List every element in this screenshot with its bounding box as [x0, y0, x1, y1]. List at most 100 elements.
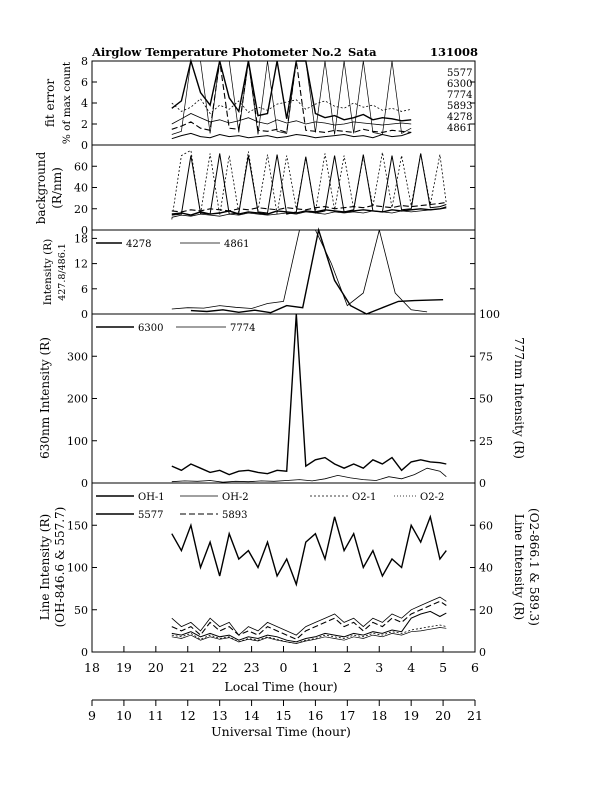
- y-label-intensity-427-sub: 427.8/486.1: [57, 243, 68, 301]
- y-tick-label: 50: [74, 604, 88, 617]
- x-tick-label-universal: 9: [88, 708, 96, 723]
- y-tick-label: 8: [81, 55, 88, 68]
- y-tick-label: 0: [81, 646, 88, 659]
- y-label-line-intensity: Line Intensity (R): [38, 514, 52, 620]
- x-tick-label-local: 21: [180, 660, 196, 675]
- y-right-tick-label: 100: [479, 308, 500, 321]
- series-line-5893: [171, 98, 412, 115]
- x-tick-label-universal: 11: [148, 708, 164, 723]
- date-label: 131008: [430, 45, 478, 59]
- legend-label-O2-2: O2-2: [420, 492, 444, 503]
- panel-630-777: [91, 313, 476, 484]
- y-tick-label: 0: [81, 224, 88, 237]
- x-tick-label-local: 6: [471, 660, 479, 675]
- legend-label-6300: 6300: [447, 79, 472, 90]
- y-right-tick-label: 50: [479, 393, 493, 406]
- y-right-tick-label: 0: [479, 477, 486, 490]
- y-tick-label: 300: [67, 350, 88, 363]
- series-line-4861: [171, 60, 412, 135]
- x-label-local-time: Local Time (hour): [224, 679, 337, 694]
- y-tick-label: 2: [81, 118, 88, 131]
- series-line-p1-4: [171, 153, 447, 216]
- y-tick-label: 0: [81, 308, 88, 321]
- y-label-line-intensity-sub: (OH-846.6 & 557.7): [53, 507, 67, 628]
- y-right-tick-label: 40: [479, 562, 493, 575]
- series-line-4278: [190, 227, 444, 315]
- y-right-tick-label: 75: [479, 350, 493, 363]
- y-label-right-line-intensity-sub: (O2-866.1 & 589.3): [527, 508, 541, 626]
- legend-label-OH-1: OH-1: [138, 492, 165, 503]
- legend-label-6300: 6300: [138, 323, 163, 334]
- y-label-fit-error: fit error: [43, 79, 57, 127]
- legend-label-4278: 4278: [126, 239, 151, 250]
- x-tick-label-local: 18: [84, 660, 100, 675]
- y-tick-label: 150: [67, 519, 88, 532]
- y-tick-label: 6: [81, 283, 88, 296]
- y-label-fit-error-unit: % of max count: [61, 61, 73, 144]
- y-tick-label: 12: [74, 258, 88, 271]
- x-tick-label-local: 3: [375, 660, 383, 675]
- x-tick-label-local: 22: [212, 660, 228, 675]
- x-tick-label-local: 2: [343, 660, 351, 675]
- panel-background: [91, 144, 476, 231]
- series-line-6300: [171, 313, 447, 476]
- y-tick-label: 20: [74, 203, 88, 216]
- legend-label-4278: 4278: [447, 112, 472, 123]
- series-line-OH-1: [171, 596, 447, 636]
- x-tick-label-universal: 12: [180, 708, 196, 723]
- x-tick-label-local: 4: [407, 660, 415, 675]
- y-tick-label: 4: [81, 97, 88, 110]
- legend-label-5577: 5577: [138, 510, 163, 521]
- y-label-777: 777nm Intensity (R): [512, 337, 526, 459]
- x-tick-label-universal: 19: [403, 708, 419, 723]
- x-tick-label-local: 1: [311, 660, 319, 675]
- y-tick-label: 18: [74, 232, 88, 245]
- x-tick-label-local: 19: [116, 660, 132, 675]
- panel-line-intensity: [91, 482, 476, 653]
- legend-label-OH-2: OH-2: [222, 492, 249, 503]
- y-label-background: background: [34, 151, 48, 224]
- x-tick-label-universal: 10: [116, 708, 132, 723]
- y-label-right-line-intensity: Line Intensity (R): [512, 514, 526, 620]
- x-tick-label-universal: 13: [212, 708, 228, 723]
- x-tick-label-local: 23: [244, 660, 260, 675]
- y-label-background-unit: (R/nm): [50, 167, 64, 209]
- x-tick-label-universal: 15: [276, 708, 292, 723]
- site-label: Sata: [348, 45, 377, 59]
- series-line-5577: [171, 514, 447, 587]
- legend-label-5577: 5577: [447, 68, 472, 79]
- y-label-630: 630nm Intensity (R): [38, 337, 52, 459]
- series-line-O2-2: [171, 610, 447, 643]
- x-tick-label-local: 5: [439, 660, 447, 675]
- y-tick-label: 6: [81, 76, 88, 89]
- y-tick-label: 40: [74, 182, 88, 195]
- series-line-4861: [171, 229, 428, 313]
- y-tick-label: 100: [67, 435, 88, 448]
- series-line-5893: [171, 627, 447, 644]
- legend-label-O2-1: O2-1: [352, 492, 376, 503]
- y-right-tick-label: 25: [479, 435, 493, 448]
- x-tick-label-local: 20: [148, 660, 164, 675]
- legend-label-4861: 4861: [447, 123, 472, 134]
- x-tick-label-universal: 20: [435, 708, 451, 723]
- legend-label-7774: 7774: [447, 90, 472, 101]
- y-tick-label: 200: [67, 393, 88, 406]
- legend-label-5893: 5893: [447, 101, 472, 112]
- legend-label-7774: 7774: [230, 323, 255, 334]
- legend-label-4861: 4861: [224, 239, 249, 250]
- series-line-OH-2: [171, 600, 447, 640]
- y-tick-label: 0: [81, 139, 88, 152]
- x-tick-label-universal: 14: [244, 708, 260, 723]
- legend-label-5893: 5893: [222, 510, 247, 521]
- chart-title: Airglow Temperature Photometer No.2: [91, 45, 342, 59]
- series-line-p1-3: [171, 149, 447, 220]
- y-right-tick-label: 20: [479, 604, 493, 617]
- x-tick-label-local: 0: [280, 660, 288, 675]
- series-line-p1-2: [171, 201, 447, 213]
- x-tick-label-universal: 16: [307, 708, 323, 723]
- x-tick-label-universal: 21: [467, 708, 483, 723]
- series-line-p1-1: [171, 206, 447, 218]
- y-tick-label: 100: [67, 562, 88, 575]
- series-line-7774: [171, 467, 447, 483]
- x-tick-label-universal: 18: [371, 708, 387, 723]
